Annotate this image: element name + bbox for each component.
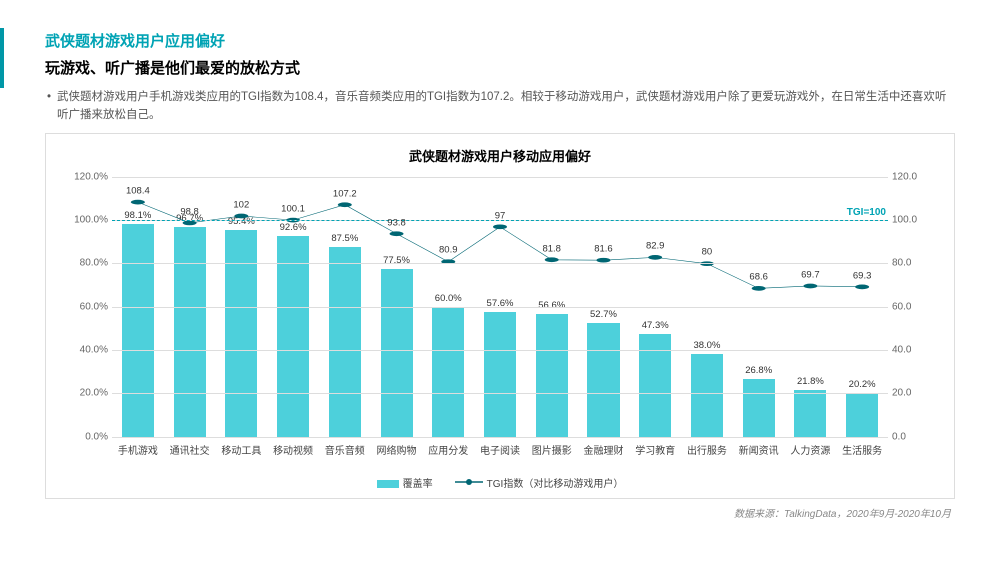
line-value-label: 80 xyxy=(702,247,713,258)
y-left-tick: 120.0% xyxy=(68,171,108,182)
y-left-tick: 40.0% xyxy=(68,345,108,356)
source-text: 数据来源：TalkingData，2020年9月-2020年10月 xyxy=(45,505,955,520)
y-left-tick: 0.0% xyxy=(68,431,108,442)
line-value-label: 81.6 xyxy=(594,243,613,254)
chart-title: 武侠题材游戏用户移动应用偏好 xyxy=(64,146,936,165)
x-axis-label: 手机游戏 xyxy=(112,442,164,457)
x-axis-label: 图片摄影 xyxy=(526,442,578,457)
grid-line xyxy=(112,263,888,264)
line-value-label: 93.8 xyxy=(387,217,406,228)
plot-area: 98.1%96.7%95.4%92.6%87.5%77.5%60.0%57.6%… xyxy=(112,177,888,437)
chart-container: 武侠题材游戏用户移动应用偏好 98.1%96.7%95.4%92.6%87.5%… xyxy=(45,133,955,499)
y-right-tick: 60.0 xyxy=(892,301,932,312)
y-right-tick: 40.0 xyxy=(892,345,932,356)
x-axis-label: 通讯社交 xyxy=(164,442,216,457)
x-axis-label: 金融理财 xyxy=(578,442,630,457)
grid-line xyxy=(112,350,888,351)
x-axis-label: 移动工具 xyxy=(215,442,267,457)
x-axis-label: 生活服务 xyxy=(836,442,888,457)
tgi-reference-label: TGI=100 xyxy=(847,207,886,218)
y-right-tick: 0.0 xyxy=(892,431,932,442)
line-value-label: 80.9 xyxy=(439,245,458,256)
line-value-label: 107.2 xyxy=(333,188,357,199)
line-value-label: 82.9 xyxy=(646,241,665,252)
line-value-label: 102 xyxy=(233,199,249,210)
line-value-label: 68.6 xyxy=(749,272,768,283)
y-left-tick: 60.0% xyxy=(68,301,108,312)
line-value-label: 108.4 xyxy=(126,185,150,196)
line-value-label: 98.8 xyxy=(180,206,199,217)
line-value-label: 100.1 xyxy=(281,203,305,214)
x-axis-label: 网络购物 xyxy=(371,442,423,457)
x-axis-label: 移动视频 xyxy=(267,442,319,457)
legend: 覆盖率 TGI指数（对比移动游戏用户） xyxy=(64,475,936,490)
x-axis-label: 音乐音频 xyxy=(319,442,371,457)
grid-line xyxy=(112,393,888,394)
line-value-label: 81.8 xyxy=(542,243,561,254)
y-left-tick: 80.0% xyxy=(68,258,108,269)
grid-line xyxy=(112,437,888,438)
accent-bar xyxy=(0,28,4,88)
x-axis-label: 电子阅读 xyxy=(474,442,526,457)
x-axis-label: 学习教育 xyxy=(629,442,681,457)
y-right-tick: 20.0 xyxy=(892,388,932,399)
grid-line xyxy=(112,307,888,308)
bullet-text: 武侠题材游戏用户手机游戏类应用的TGI指数为108.4，音乐音频类应用的TGI指… xyxy=(45,88,955,125)
x-axis-label: 人力资源 xyxy=(785,442,837,457)
section-title: 武侠题材游戏用户应用偏好 xyxy=(45,30,955,51)
x-axis-label: 应用分发 xyxy=(422,442,474,457)
line-value-label: 97 xyxy=(495,210,506,221)
x-axis-labels: 手机游戏通讯社交移动工具移动视频音乐音频网络购物应用分发电子阅读图片摄影金融理财… xyxy=(112,442,888,457)
legend-bar: 覆盖率 xyxy=(377,475,433,490)
chart-area: 98.1%96.7%95.4%92.6%87.5%77.5%60.0%57.6%… xyxy=(64,173,936,473)
x-axis-label: 新闻资讯 xyxy=(733,442,785,457)
x-axis-label: 出行服务 xyxy=(681,442,733,457)
legend-line: TGI指数（对比移动游戏用户） xyxy=(455,475,624,490)
page: 武侠题材游戏用户应用偏好 玩游戏、听广播是他们最爱的放松方式 武侠题材游戏用户手… xyxy=(0,0,1000,530)
y-left-tick: 20.0% xyxy=(68,388,108,399)
line-value-label: 69.7 xyxy=(801,269,820,280)
y-right-tick: 80.0 xyxy=(892,258,932,269)
y-left-tick: 100.0% xyxy=(68,215,108,226)
line-value-label: 69.3 xyxy=(853,270,872,281)
section-subtitle: 玩游戏、听广播是他们最爱的放松方式 xyxy=(45,57,955,78)
y-right-tick: 100.0 xyxy=(892,215,932,226)
grid-line xyxy=(112,177,888,178)
y-right-tick: 120.0 xyxy=(892,171,932,182)
